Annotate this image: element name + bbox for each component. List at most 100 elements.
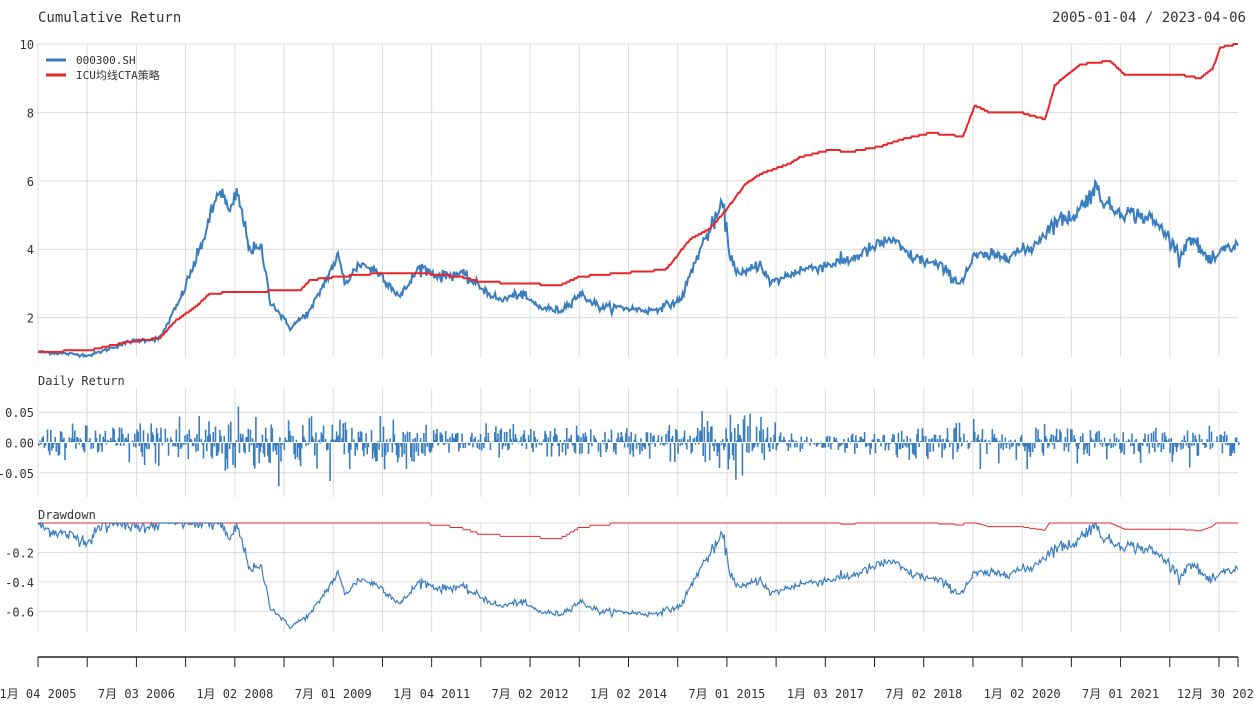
daily-y-tick-label: 0.00 (5, 437, 34, 451)
daily-return-bar (1191, 443, 1193, 446)
daily-return-bar (506, 432, 508, 443)
daily-return-bar (465, 443, 467, 449)
daily-return-bar (1211, 432, 1213, 443)
daily-return-bar (346, 430, 348, 443)
daily-return-bar (1222, 443, 1224, 454)
daily-return-bar (906, 436, 908, 443)
daily-return-bar (394, 434, 396, 442)
daily-return-bar (436, 429, 438, 443)
daily-return-bar (874, 434, 876, 442)
daily-return-bar (764, 443, 766, 461)
daily-return-bar (598, 443, 600, 452)
daily-return-bar (404, 443, 406, 455)
daily-return-bar (215, 427, 217, 443)
daily-return-bar (479, 443, 481, 450)
daily-return-bar (422, 443, 424, 454)
daily-return-bar (1199, 434, 1201, 442)
daily-return-bar (588, 443, 590, 454)
daily-return-bar (788, 443, 790, 452)
daily-return-bar (855, 435, 857, 442)
daily-return-bar (309, 418, 311, 442)
daily-return-bar (741, 439, 743, 443)
daily-return-bar (801, 437, 803, 443)
daily-return-bar (364, 443, 366, 448)
daily-return-bar (1046, 439, 1048, 443)
daily-return-bar (505, 443, 507, 446)
daily-return-bar (701, 411, 703, 442)
daily-return-bar (209, 434, 211, 443)
daily-return-bar (250, 430, 252, 443)
daily-return-bar (827, 436, 829, 443)
daily-return-bar (1152, 443, 1154, 448)
x-tick-label: 12月 30 2022 (1177, 687, 1254, 701)
daily-return-bar (676, 431, 678, 443)
daily-return-bar (261, 443, 263, 448)
daily-return-bar (734, 428, 736, 442)
daily-return-bar (380, 416, 382, 442)
daily-return-bar (790, 443, 792, 448)
daily-return-bar (661, 436, 663, 442)
daily-return-bar (548, 437, 550, 442)
daily-return-bar (1114, 433, 1116, 442)
daily-return-bar (1009, 443, 1011, 450)
daily-return-bar (709, 443, 711, 461)
daily-return-bar (1153, 431, 1155, 442)
daily-return-bar (405, 434, 407, 442)
daily-return-bar (1189, 443, 1191, 468)
daily-return-bar (1234, 443, 1236, 454)
daily-return-bar (530, 429, 532, 443)
daily-return-bar (480, 434, 482, 443)
daily-return-bar (1210, 443, 1212, 450)
daily-return-bar (508, 443, 510, 449)
daily-return-bar (1082, 434, 1084, 443)
daily-return-bar (1071, 429, 1073, 442)
daily-return-bar (254, 443, 256, 469)
daily-return-bar (552, 443, 554, 447)
daily-return-bar (1163, 443, 1165, 450)
daily-return-bar (457, 433, 459, 443)
daily-return-bar (998, 443, 1000, 464)
daily-return-bar (980, 443, 982, 470)
daily-return-bar (1169, 443, 1171, 453)
daily-return-bar (686, 443, 688, 450)
strategy-drawdown-line (38, 523, 1238, 539)
daily-return-bar (893, 435, 895, 443)
daily-return-bar (179, 417, 181, 443)
daily-return-bar (856, 443, 858, 449)
daily-return-bar (193, 443, 195, 447)
daily-return-bar (198, 416, 200, 443)
daily-return-bar (344, 443, 346, 455)
x-tick-label: 7月 02 2012 (492, 687, 569, 701)
daily-return-bar (719, 443, 721, 469)
daily-return-bar (650, 433, 652, 443)
daily-return-bar (385, 443, 387, 456)
daily-return-bar (910, 439, 912, 443)
daily-return-bar (633, 443, 635, 457)
daily-return-bar (224, 436, 226, 442)
daily-return-bar (806, 437, 808, 443)
daily-return-bar (630, 432, 632, 443)
daily-return-bar (423, 433, 425, 442)
daily-return-bar (733, 443, 735, 461)
daily-return-bar (42, 436, 44, 442)
daily-y-tick-label: -0.05 (0, 467, 34, 481)
daily-return-bar (135, 443, 137, 448)
daily-return-bar (1154, 443, 1156, 453)
daily-return-bar (414, 438, 416, 443)
daily-return-bar (1104, 438, 1106, 443)
daily-return-bar (472, 443, 474, 448)
daily-return-bar (1209, 426, 1211, 443)
daily-return-bar (640, 438, 642, 442)
daily-return-bar (1149, 443, 1151, 454)
daily-return-bar (770, 437, 772, 442)
daily-return-bar (129, 443, 131, 463)
daily-return-bar (128, 434, 130, 443)
x-tick-label: 7月 01 2009 (295, 687, 372, 701)
daily-return-bar (1122, 432, 1124, 442)
daily-return-bar (536, 443, 538, 448)
daily-return-bar (731, 432, 733, 442)
daily-return-bar (762, 429, 764, 442)
daily-return-bar (774, 422, 776, 442)
daily-return-bar (586, 436, 588, 442)
daily-return-bar (416, 443, 418, 452)
